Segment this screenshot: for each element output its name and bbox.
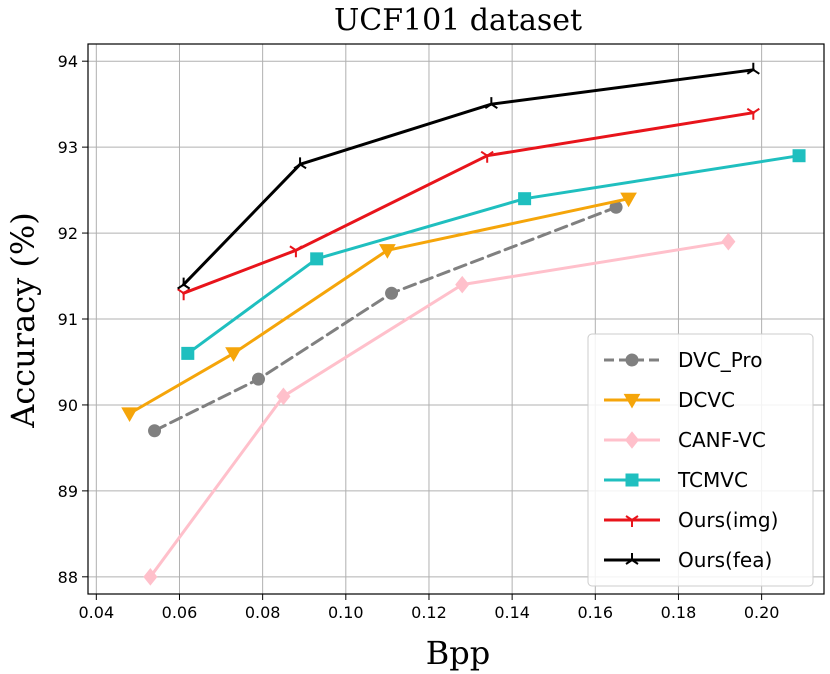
legend-box (587, 333, 814, 587)
legend-label: CANF-VC (678, 428, 766, 452)
y-tick-label: 94 (58, 52, 78, 71)
data-point-canf-vc (455, 275, 470, 294)
legend-swatch-marker (625, 473, 639, 487)
data-point-ours-img (746, 107, 760, 120)
data-point-dcvc (620, 192, 637, 208)
legend-label: DCVC (678, 388, 735, 412)
legend-swatch-marker (624, 431, 640, 449)
series-dcvc (121, 192, 637, 423)
chart-title: UCF101 dataset (334, 3, 582, 38)
y-tick-label: 92 (58, 224, 78, 243)
x-tick-label: 0.18 (661, 603, 697, 622)
data-point-ours-img (177, 288, 191, 301)
legend-item-dvc-pro: DVC_Pro (604, 348, 762, 372)
data-point-dvc-pro (148, 424, 162, 438)
data-point-ours-img (480, 150, 494, 163)
legend-item-dcvc: DCVC (604, 388, 735, 412)
legend-item-tcmvc: TCMVC (604, 468, 748, 492)
series-group (121, 62, 806, 586)
legend-label: DVC_Pro (678, 348, 762, 372)
data-point-canf-vc (143, 568, 158, 586)
series-line-ours-img (182, 111, 755, 295)
data-point-tcmvc (518, 192, 532, 206)
y-tick-label: 93 (58, 138, 78, 157)
x-tick-label: 0.04 (79, 603, 115, 622)
legend-swatch-marker (623, 393, 641, 409)
legend: DVC_Pro DCVC CANF-VC TCMVC Ours(img) Ours(fea… (587, 333, 814, 587)
data-point-ours-fea (293, 157, 307, 170)
data-point-ours-fea (746, 62, 760, 75)
series-line-dcvc (128, 197, 631, 415)
grid (88, 44, 824, 594)
data-point-dcvc (225, 347, 242, 362)
series-ours-fea (177, 62, 760, 290)
x-tick-label: 0.16 (577, 603, 613, 622)
series-line-ours-fea (182, 68, 755, 287)
data-point-dvc-pro (251, 372, 265, 386)
data-point-canf-vc (721, 232, 736, 251)
legend-swatch-marker (625, 515, 639, 527)
x-tick-label: 0.08 (245, 603, 281, 622)
x-tick-label: 0.14 (494, 603, 530, 622)
x-tick-label: 0.12 (411, 603, 447, 622)
y-tick-label: 90 (58, 396, 78, 415)
series-tcmvc (181, 149, 806, 360)
x-tick-label: 0.10 (328, 603, 364, 622)
legend-item-ours-fea: Ours(fea) (604, 548, 772, 572)
x-axis-label: Bpp (426, 634, 490, 672)
data-point-tcmvc (792, 149, 806, 163)
y-axis-label: Accuracy (%) (4, 212, 42, 428)
legend-label: Ours(img) (678, 508, 778, 532)
data-point-ours-img (289, 245, 303, 258)
series-dvc-pro (148, 200, 623, 438)
series-line-canf-vc (148, 240, 730, 579)
series-line-tcmvc (186, 154, 801, 355)
x-tick-label: 0.06 (162, 603, 198, 622)
y-tick-label: 91 (58, 310, 78, 329)
data-point-ours-fea (484, 97, 498, 109)
data-point-dcvc (121, 407, 138, 423)
y-tick-label: 88 (58, 568, 78, 587)
series-ours-img (177, 107, 760, 301)
legend-swatch-marker (625, 553, 639, 565)
series-canf-vc (143, 232, 736, 586)
ticks: 0.04 0.06 0.08 0.10 0.12 0.14 0.16 0.18 0.20 88 89… (58, 52, 780, 622)
data-point-tcmvc (310, 252, 324, 266)
legend-item-ours-img: Ours(img) (604, 508, 778, 532)
data-point-dcvc (379, 244, 396, 259)
legend-item-canf-vc: CANF-VC (604, 428, 766, 452)
legend-swatch-marker (625, 353, 639, 367)
legend-label: TCMVC (677, 468, 748, 492)
data-point-canf-vc (276, 387, 291, 406)
y-tick-label: 89 (58, 482, 78, 501)
data-point-tcmvc (181, 346, 195, 360)
data-point-dvc-pro (385, 286, 399, 300)
data-point-ours-fea (177, 277, 191, 290)
series-line-dvc-pro (153, 205, 618, 433)
legend-label: Ours(fea) (678, 548, 772, 572)
x-tick-label: 0.20 (744, 603, 780, 622)
